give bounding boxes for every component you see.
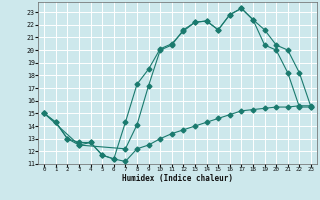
X-axis label: Humidex (Indice chaleur): Humidex (Indice chaleur)	[122, 174, 233, 183]
